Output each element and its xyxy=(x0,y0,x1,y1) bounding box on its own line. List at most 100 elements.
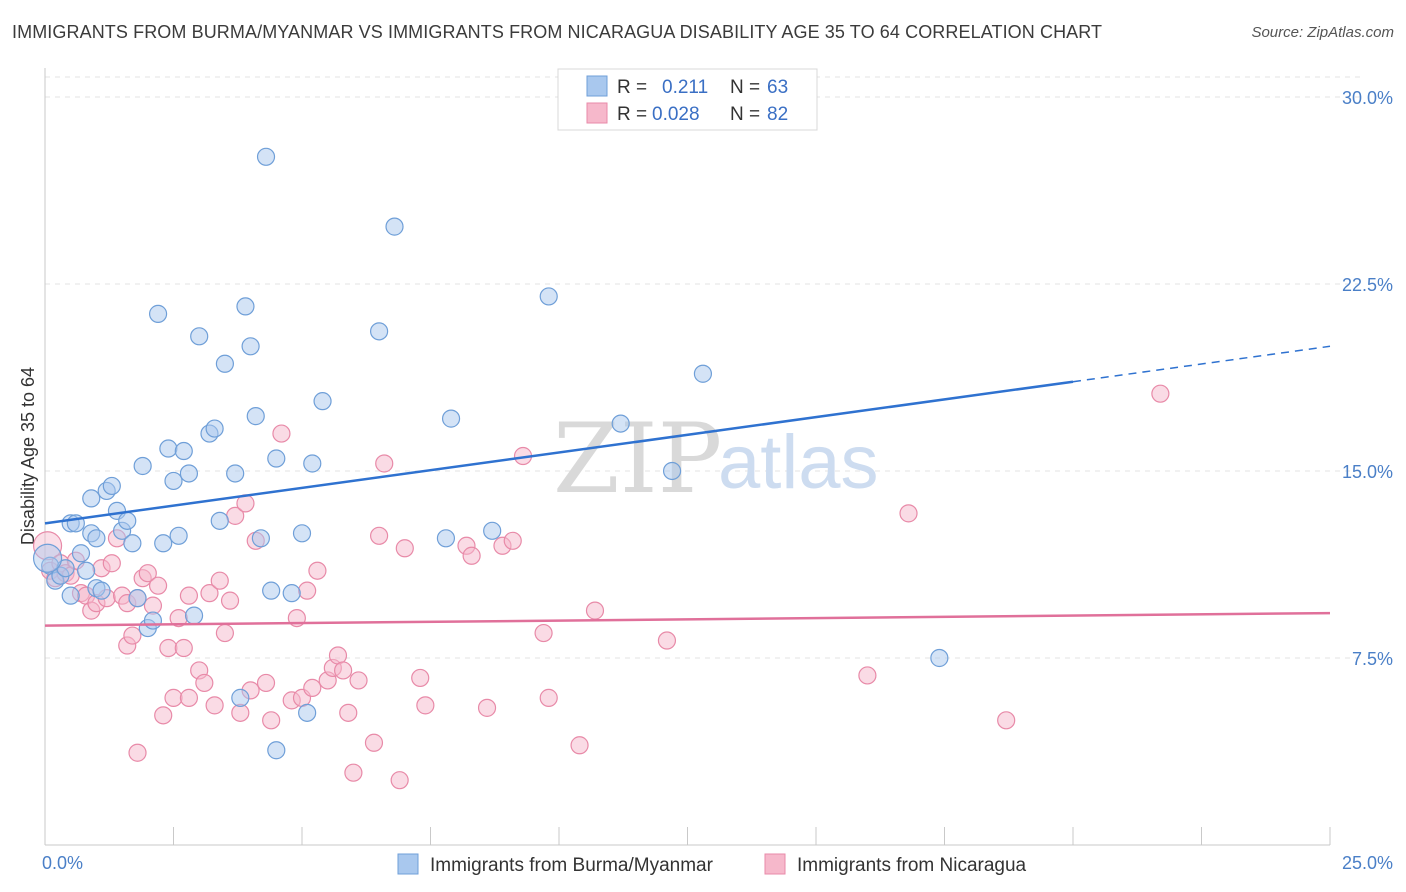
burma-point-21 xyxy=(133,456,152,476)
x-tick-labels: 0.0% 25.0% xyxy=(42,853,1393,873)
nicaragua-point-76 xyxy=(585,601,605,620)
burma-point-11 xyxy=(87,529,106,548)
nicaragua-point-65 xyxy=(411,668,430,688)
nicaragua-point-77 xyxy=(657,631,677,650)
nicaragua-point-59 xyxy=(349,671,368,690)
nicaragua-point-57 xyxy=(339,703,358,722)
burma-point-46 xyxy=(267,741,286,760)
source-label: Source: ZipAtlas.com xyxy=(1251,24,1394,41)
burma-trend-line xyxy=(44,380,1074,525)
burma-point-49 xyxy=(298,703,317,722)
nicaragua-point-74 xyxy=(539,688,558,707)
burma-point-20 xyxy=(128,589,147,608)
nicaragua-point-64 xyxy=(395,539,414,558)
burma-point-25 xyxy=(154,534,173,553)
axes xyxy=(44,68,1331,846)
burma-point-44 xyxy=(262,581,281,600)
nicaragua-point-69 xyxy=(477,698,497,717)
burma-point-52 xyxy=(370,322,389,341)
bottom-legend-label-nicaragua: Immigrants from Nicaragua xyxy=(797,855,1027,876)
legend-n-value-burma: 63 xyxy=(767,77,788,98)
burma-point-51 xyxy=(313,392,332,411)
burma-point-62 xyxy=(32,543,63,573)
x-tick-label-min: 0.0% xyxy=(42,853,83,873)
nicaragua-point-35 xyxy=(205,696,224,715)
burma-point-60 xyxy=(693,364,713,383)
bottom-legend: Immigrants from Burma/Myanmar Immigrants… xyxy=(397,853,1027,876)
burma-point-50 xyxy=(303,454,322,473)
nicaragua-point-60 xyxy=(364,733,384,752)
burma-point-36 xyxy=(215,354,234,373)
burma-point-58 xyxy=(611,414,630,433)
burma-point-26 xyxy=(159,439,178,458)
trend-lines xyxy=(44,345,1331,627)
burma-point-45 xyxy=(267,449,286,468)
legend-n-label-burma: N = xyxy=(730,77,760,98)
nicaragua-point-62 xyxy=(375,454,394,473)
burma-trend-line-extension xyxy=(1072,345,1331,383)
burma-point-38 xyxy=(231,688,250,707)
legend-r-value-nicaragua: 0.028 xyxy=(652,104,700,125)
burma-point-61 xyxy=(930,648,949,668)
burma-point-48 xyxy=(292,524,312,543)
nicaragua-point-26 xyxy=(159,638,178,658)
nicaragua-point-44 xyxy=(256,673,276,693)
burma-point-42 xyxy=(251,529,270,548)
nicaragua-point-24 xyxy=(148,576,168,595)
burma-point-31 xyxy=(184,606,204,625)
burma-point-10 xyxy=(82,489,101,508)
nicaragua-point-37 xyxy=(215,623,234,643)
nicaragua-point-61 xyxy=(370,526,389,545)
y-tick-label: 22.5% xyxy=(1342,275,1393,295)
burma-point-57 xyxy=(539,287,558,306)
nicaragua-point-63 xyxy=(390,771,409,790)
y-tick-label: 30.0% xyxy=(1342,88,1393,108)
burma-point-18 xyxy=(118,511,137,530)
burma-point-30 xyxy=(179,464,199,483)
y-tick-labels: 7.5% 15.0% 22.5% 30.0% xyxy=(1342,88,1393,669)
burma-point-54 xyxy=(436,529,456,548)
burma-point-23 xyxy=(143,611,163,630)
nicaragua-point-38 xyxy=(220,591,240,610)
burma-point-56 xyxy=(483,521,502,540)
nicaragua-point-71 xyxy=(503,531,522,550)
nicaragua-point-22 xyxy=(138,564,157,583)
burma-point-15 xyxy=(102,476,121,496)
legend-r-label-nicaragua: R = xyxy=(617,104,647,125)
burma-point-29 xyxy=(174,441,193,461)
nicaragua-point-31 xyxy=(179,586,199,605)
burma-point-35 xyxy=(210,511,229,530)
legend-swatch-nicaragua xyxy=(586,102,608,124)
burma-point-19 xyxy=(123,534,142,553)
nicaragua-point-45 xyxy=(262,711,281,730)
nicaragua-point-66 xyxy=(416,696,435,715)
nicaragua-point-30 xyxy=(179,688,199,707)
nicaragua-point-51 xyxy=(303,678,322,698)
top-legend: R = 0.211 N = 63 R = 0.028 N = 82 xyxy=(557,68,818,131)
y-tick-label: 7.5% xyxy=(1352,649,1393,669)
bottom-legend-swatch-nicaragua xyxy=(764,853,786,875)
burma-point-40 xyxy=(241,337,260,356)
nicaragua-point-20 xyxy=(128,743,147,762)
watermark: ZIP atlas xyxy=(553,403,879,515)
burma-point-39 xyxy=(236,297,255,316)
burma-point-32 xyxy=(190,327,209,346)
burma-point-47 xyxy=(282,584,301,603)
nicaragua-trend-line xyxy=(44,611,1331,627)
x-tick-label-max: 25.0% xyxy=(1342,853,1393,873)
nicaragua-point-33 xyxy=(195,673,214,693)
burma-point-34 xyxy=(205,419,224,438)
burma-point-37 xyxy=(226,464,245,483)
burma-point-13 xyxy=(92,581,111,600)
nicaragua-point-79 xyxy=(899,504,918,523)
nicaragua-point-58 xyxy=(344,763,363,782)
nicaragua-point-75 xyxy=(570,736,589,755)
nicaragua-point-56 xyxy=(334,661,353,680)
legend-n-label-nicaragua: N = xyxy=(730,104,760,125)
nicaragua-point-18 xyxy=(123,626,142,645)
legend-r-value-burma: 0.211 xyxy=(662,77,708,98)
chart-title: IMMIGRANTS FROM BURMA/MYANMAR VS IMMIGRA… xyxy=(12,22,1103,42)
bottom-legend-swatch-burma xyxy=(397,853,419,875)
y-tick-label: 15.0% xyxy=(1342,462,1393,482)
